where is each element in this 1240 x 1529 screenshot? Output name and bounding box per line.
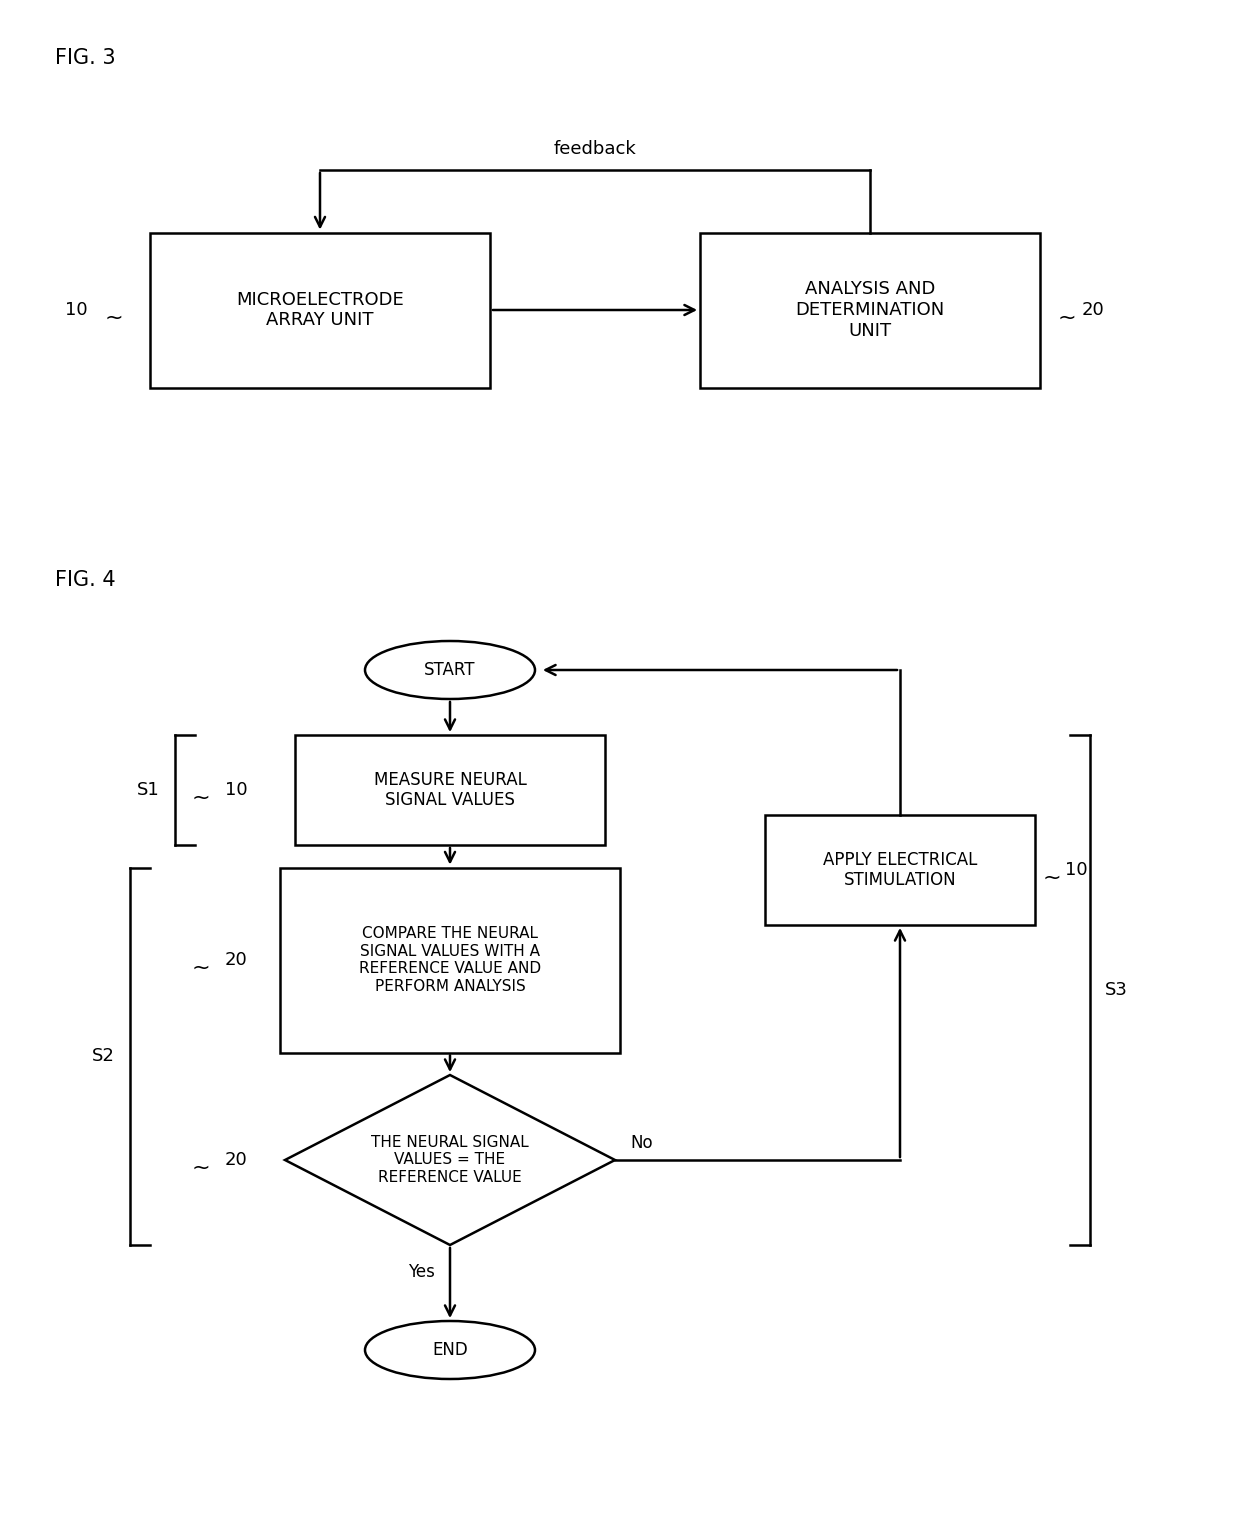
Text: 20: 20: [1083, 301, 1105, 320]
Text: END: END: [432, 1341, 467, 1359]
Bar: [765, 815, 1035, 925]
Text: 20: 20: [224, 1151, 248, 1170]
Text: 10: 10: [224, 781, 248, 800]
Text: APPLY ELECTRICAL
STIMULATION: APPLY ELECTRICAL STIMULATION: [823, 850, 977, 890]
Text: ~: ~: [191, 959, 210, 979]
Polygon shape: [285, 1075, 615, 1245]
Ellipse shape: [365, 641, 534, 699]
Text: No: No: [630, 1135, 652, 1151]
Text: ANALYSIS AND
DETERMINATION
UNIT: ANALYSIS AND DETERMINATION UNIT: [795, 280, 945, 339]
Text: START: START: [424, 661, 476, 679]
Text: ~: ~: [1058, 307, 1076, 329]
Text: COMPARE THE NEURAL
SIGNAL VALUES WITH A
REFERENCE VALUE AND
PERFORM ANALYSIS: COMPARE THE NEURAL SIGNAL VALUES WITH A …: [358, 927, 541, 994]
Text: MICROELECTRODE
ARRAY UNIT: MICROELECTRODE ARRAY UNIT: [236, 291, 404, 329]
Text: 10: 10: [66, 301, 88, 320]
Text: ~: ~: [191, 787, 210, 807]
Text: feedback: feedback: [553, 141, 636, 157]
Text: S3: S3: [1105, 982, 1128, 998]
Text: ~: ~: [1043, 868, 1061, 888]
Bar: [280, 867, 620, 1052]
Bar: [701, 232, 1040, 387]
Text: S2: S2: [92, 1047, 115, 1066]
Text: FIG. 4: FIG. 4: [55, 570, 115, 590]
Text: ~: ~: [191, 1157, 210, 1177]
Text: ~: ~: [105, 307, 124, 329]
Text: 10: 10: [1065, 861, 1087, 879]
Text: MEASURE NEURAL
SIGNAL VALUES: MEASURE NEURAL SIGNAL VALUES: [373, 771, 527, 809]
Text: S1: S1: [138, 781, 160, 800]
Ellipse shape: [365, 1321, 534, 1379]
Text: THE NEURAL SIGNAL
VALUES = THE
REFERENCE VALUE: THE NEURAL SIGNAL VALUES = THE REFERENCE…: [371, 1135, 529, 1185]
Text: FIG. 3: FIG. 3: [55, 47, 115, 67]
Bar: [295, 735, 605, 846]
Bar: [150, 232, 490, 387]
Text: Yes: Yes: [408, 1263, 435, 1281]
Text: 20: 20: [224, 951, 248, 969]
